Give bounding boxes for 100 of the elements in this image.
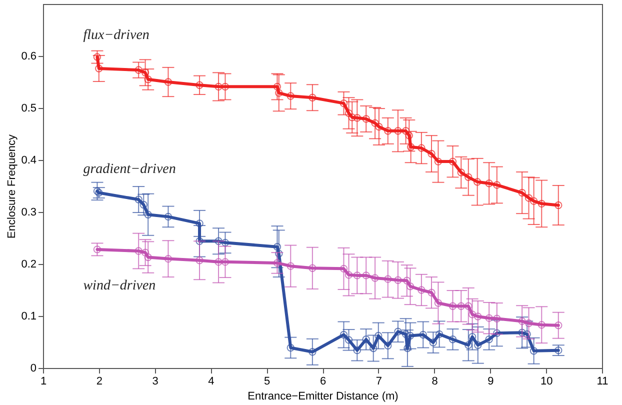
point [530, 197, 538, 205]
point [93, 246, 102, 254]
point [221, 238, 230, 247]
x-tick-label: 2 [96, 376, 102, 388]
x-tick-label: 8 [432, 376, 438, 388]
point [473, 178, 482, 186]
point [144, 253, 152, 262]
point [141, 248, 150, 256]
x-tick-label: 1 [40, 376, 47, 388]
point [538, 320, 546, 329]
point [464, 341, 472, 349]
point [308, 94, 316, 102]
point [518, 328, 526, 336]
point [402, 330, 410, 338]
point [221, 258, 230, 266]
point [428, 150, 436, 158]
point [418, 144, 426, 152]
point [435, 330, 444, 338]
y-tick-label: 0.1 [21, 310, 36, 322]
point [144, 76, 152, 84]
point [485, 314, 493, 322]
point [474, 341, 482, 349]
point [406, 282, 414, 290]
point [344, 271, 353, 279]
point [406, 332, 414, 340]
y-tick-label: 0.4 [21, 154, 36, 166]
point [418, 286, 426, 294]
point [554, 322, 562, 330]
point [353, 346, 362, 354]
point [434, 299, 442, 307]
point [273, 82, 282, 91]
x-tick-label: 6 [320, 376, 326, 388]
point [286, 262, 294, 270]
point [140, 200, 148, 209]
point [286, 92, 294, 100]
point [95, 64, 103, 72]
point [344, 109, 353, 118]
point [468, 310, 476, 318]
point [273, 242, 282, 251]
point [362, 115, 370, 123]
x-tick-label: 7 [376, 376, 382, 388]
point [394, 127, 402, 135]
point [214, 258, 222, 266]
point [371, 274, 379, 282]
point [308, 348, 316, 356]
point [275, 250, 283, 258]
y-axis-title: Enclosure Frequency [6, 134, 18, 238]
point [164, 212, 172, 221]
point [214, 82, 222, 91]
point [196, 237, 204, 245]
point [371, 119, 379, 127]
point [428, 288, 436, 296]
point [196, 220, 204, 228]
point [214, 237, 222, 245]
point [554, 346, 562, 354]
point [384, 127, 392, 135]
point [196, 256, 204, 264]
point [518, 188, 526, 197]
point [523, 330, 531, 338]
point [434, 158, 442, 166]
point [221, 82, 230, 91]
point [448, 302, 457, 310]
point [348, 114, 356, 122]
point [141, 68, 150, 76]
x-tick-label: 3 [152, 376, 158, 388]
point [524, 194, 533, 202]
point [362, 336, 370, 344]
point [485, 180, 493, 188]
x-tick-label: 10 [540, 376, 553, 388]
point [457, 168, 465, 176]
point [340, 330, 348, 339]
point [344, 336, 353, 344]
point [134, 196, 142, 204]
point [464, 302, 472, 310]
point [457, 302, 465, 310]
point [518, 317, 526, 326]
point [448, 158, 457, 166]
point [468, 332, 476, 341]
point [474, 312, 482, 320]
point [554, 201, 562, 210]
point [308, 264, 316, 272]
x-tick-label: 9 [488, 376, 494, 388]
point [493, 329, 501, 338]
point [273, 259, 282, 267]
point [394, 276, 402, 284]
y-tick-label: 0.2 [21, 258, 36, 270]
point [93, 187, 102, 196]
point [493, 181, 501, 189]
point [340, 99, 348, 108]
x-tick-label: 4 [208, 376, 214, 388]
x-tick-label: 11 [596, 376, 608, 388]
point [384, 342, 392, 350]
point [485, 336, 493, 344]
point [493, 314, 501, 322]
point [448, 336, 457, 344]
point [429, 338, 438, 346]
x-axis-title: Entrance−Emitter Distance (m) [248, 390, 398, 402]
point [464, 173, 472, 182]
point [134, 247, 142, 255]
point [403, 276, 411, 284]
